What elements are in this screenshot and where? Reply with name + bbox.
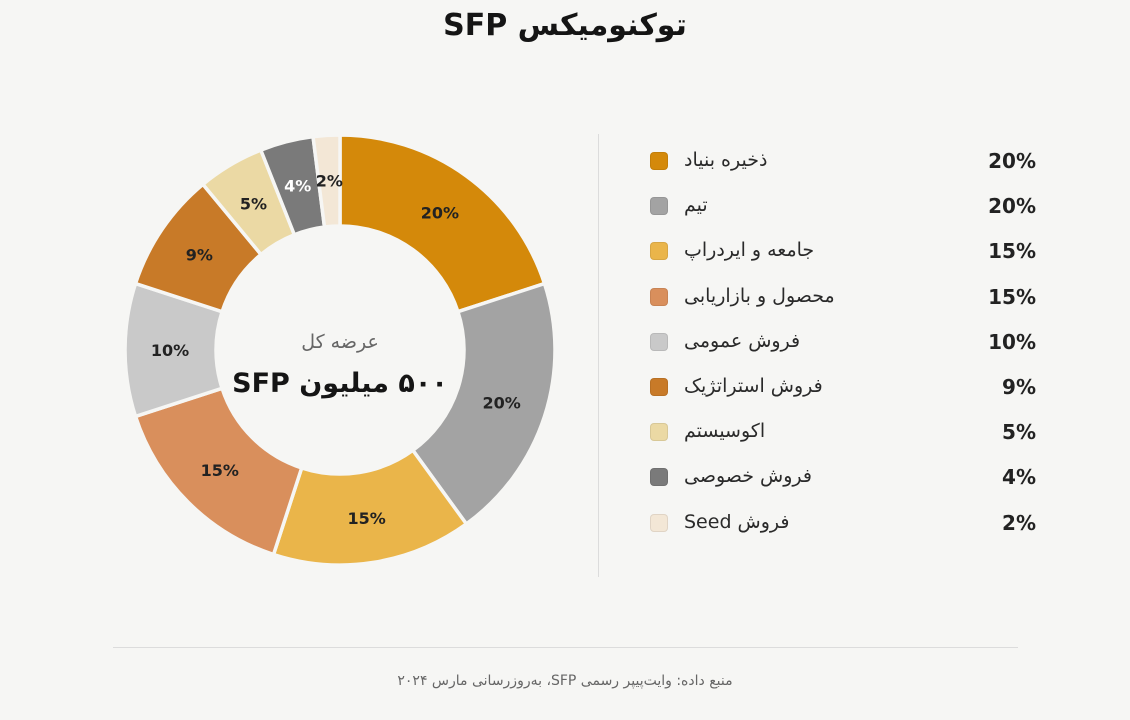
- legend-percent: 15%: [988, 284, 1036, 309]
- legend-item: ذخیره بنیاد 20%: [650, 140, 1040, 185]
- legend-item: فروش عمومی 10%: [650, 321, 1040, 366]
- slice-label-0: 20%: [421, 203, 459, 222]
- legend-item: فروش Seed 2%: [650, 502, 1040, 547]
- slice-label-1: 20%: [483, 394, 521, 413]
- legend-swatch: [650, 332, 668, 351]
- slice-label-3: 15%: [201, 461, 239, 480]
- legend-item: تیم 20%: [650, 185, 1040, 230]
- slice-label-5: 9%: [186, 245, 213, 264]
- footer-divider: [113, 647, 1018, 648]
- legend-swatch: [650, 423, 668, 442]
- legend-percent: 10%: [988, 329, 1036, 354]
- legend-swatch: [650, 197, 668, 216]
- legend-item: فروش خصوصی 4%: [650, 456, 1040, 501]
- legend-swatch: [650, 152, 668, 170]
- legend-swatch: [650, 242, 668, 261]
- slice-0: [338, 133, 547, 314]
- donut-chart: 20% 20% 15% 15% 10% 9% 5% 4% 2% عرضه کل ۵۰۰ میلیون…: [123, 133, 557, 567]
- legend-label: جامعه و ایردراپ: [684, 239, 815, 262]
- legend-divider: [598, 134, 599, 577]
- legend-swatch: [650, 513, 668, 532]
- slice-label-7: 4%: [284, 176, 311, 195]
- legend-item: اکوسیستم 5%: [650, 411, 1040, 456]
- legend-percent: 20%: [988, 149, 1036, 173]
- legend-swatch: [650, 377, 668, 396]
- slice-1: [410, 281, 557, 527]
- legend-label: فروش Seed: [684, 510, 790, 533]
- legend-label: فروش خصوصی: [684, 465, 812, 488]
- legend: ذخیره بنیاد 20% تیم 20% جامعه و ایردراپ 15% مح…: [650, 140, 1040, 547]
- legend-label: ذخیره بنیاد: [684, 149, 768, 171]
- slice-label-2: 15%: [347, 509, 385, 528]
- legend-swatch: [650, 468, 668, 487]
- legend-item: محصول و بازاریابی 15%: [650, 276, 1040, 321]
- slice-label-6: 5%: [240, 195, 267, 214]
- legend-label: فروش عمومی: [684, 329, 801, 352]
- slice-8: [311, 133, 342, 229]
- slice-label-8: 2%: [316, 171, 343, 190]
- legend-swatch: [650, 287, 668, 306]
- legend-percent: 9%: [1002, 374, 1036, 399]
- legend-percent: 4%: [1002, 465, 1036, 490]
- legend-item: جامعه و ایردراپ 15%: [650, 230, 1040, 275]
- slice-label-4: 10%: [151, 341, 189, 360]
- legend-label: تیم: [684, 194, 708, 217]
- legend-item: فروش استراتژیک 9%: [650, 366, 1040, 411]
- legend-percent: 20%: [988, 194, 1036, 219]
- legend-label: اکوسیستم: [684, 420, 766, 443]
- source-note: منبع داده: وایت‌پیپر رسمی SFP، به‌روزرسا…: [397, 673, 733, 689]
- legend-percent: 2%: [1002, 510, 1036, 535]
- legend-label: فروش استراتژیک: [684, 374, 823, 397]
- center-value: ۵۰۰ میلیون SFP: [232, 368, 448, 399]
- chart-title: توکنومیکس SFP: [443, 8, 687, 43]
- legend-percent: 5%: [1002, 420, 1036, 445]
- legend-label: محصول و بازاریابی: [684, 284, 835, 307]
- center-label: عرضه کل: [301, 331, 379, 353]
- legend-percent: 15%: [988, 239, 1036, 264]
